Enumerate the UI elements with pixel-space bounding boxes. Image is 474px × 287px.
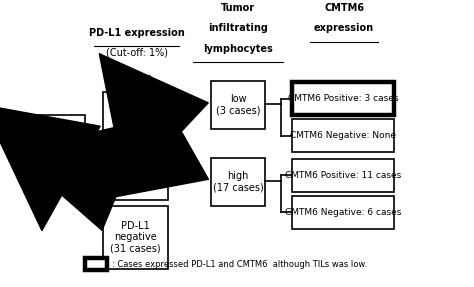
Text: expression: expression — [314, 23, 374, 33]
Bar — [292, 82, 394, 115]
Text: CMTM6: CMTM6 — [324, 3, 364, 13]
Text: : Cases expressed PD-L1 and CMTM6  although TILs was low.: : Cases expressed PD-L1 and CMTM6 althou… — [112, 259, 367, 269]
Text: PD-L1
negative
(31 cases): PD-L1 negative (31 cases) — [110, 221, 161, 254]
Bar — [103, 92, 168, 200]
Text: CMTM6 Positive: 11 cases: CMTM6 Positive: 11 cases — [285, 171, 401, 180]
Text: (Cut-off: 1%): (Cut-off: 1%) — [106, 47, 167, 57]
Bar — [292, 196, 394, 229]
Bar — [85, 258, 107, 270]
Bar — [103, 206, 168, 269]
Text: high
(17 cases): high (17 cases) — [213, 171, 264, 193]
Text: lymphocytes: lymphocytes — [203, 44, 273, 54]
Bar — [211, 158, 265, 206]
Text: infiltrating: infiltrating — [208, 23, 268, 33]
Text: UPS
(51 case): UPS (51 case) — [37, 135, 82, 157]
Text: low
(3 cases): low (3 cases) — [216, 94, 260, 116]
Bar — [211, 81, 265, 129]
Bar — [35, 115, 85, 178]
Bar — [292, 159, 394, 192]
Text: Tumor: Tumor — [221, 3, 255, 13]
Text: CMTM6 Negative: 6 cases: CMTM6 Negative: 6 cases — [285, 208, 401, 217]
Text: PD-L1
positive
(20 cases): PD-L1 positive (20 cases) — [110, 130, 161, 163]
Text: CMTM6 Negative: None: CMTM6 Negative: None — [290, 131, 396, 140]
Bar — [292, 119, 394, 152]
Text: CMTM6 Positive: 3 cases: CMTM6 Positive: 3 cases — [288, 94, 398, 103]
Text: PD-L1 expression: PD-L1 expression — [89, 28, 184, 38]
